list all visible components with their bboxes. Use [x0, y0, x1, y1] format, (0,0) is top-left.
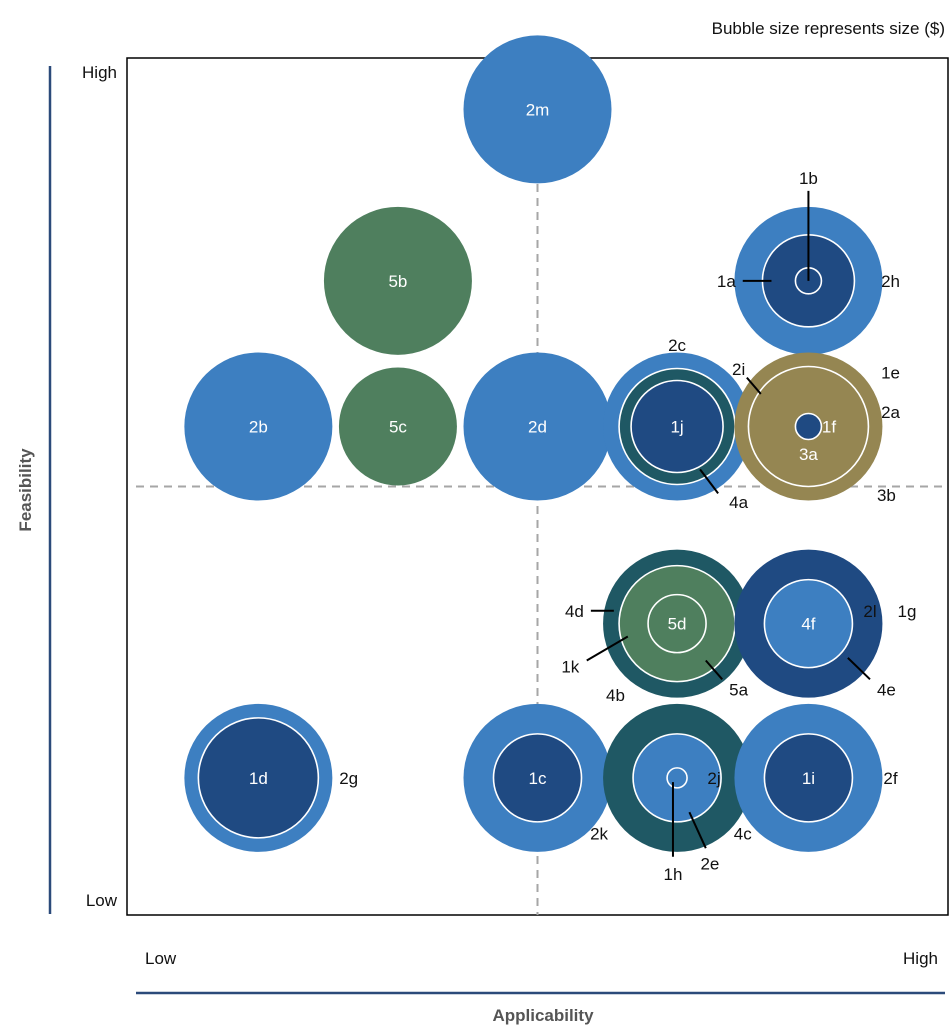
bubble-label: 2b	[249, 418, 268, 437]
annotation-2k: 2k	[590, 825, 608, 844]
bubble-label: 2m	[526, 100, 550, 119]
plot-area: 2m 5b 2b 5c 2d 1j 5d 4f 1d 1c 1i 1b 1a 2h 2c 2i 1e 1f 2a 3a…	[126, 35, 949, 916]
leader-line-9	[688, 811, 707, 849]
bubble-6-ring-2	[630, 379, 724, 474]
annotation-4c: 4c	[734, 825, 752, 844]
annotation-2g: 2g	[339, 769, 358, 788]
bubble-label: 1i	[802, 769, 815, 788]
annotation-1f: 1f	[822, 418, 836, 437]
bubble-label: 5d	[668, 615, 687, 634]
annotation-2i: 2i	[732, 360, 745, 379]
annotation-1g: 1g	[897, 602, 916, 621]
annotation-1h: 1h	[664, 865, 683, 884]
bubble-label: 4f	[801, 615, 815, 634]
annotation-4d: 4d	[565, 602, 584, 621]
leader-line-2	[746, 377, 762, 395]
leader-line-7	[847, 657, 871, 681]
bubble-7-ring-2	[794, 412, 823, 441]
bubble-11-ring-1	[492, 733, 583, 823]
annotation-5a: 5a	[729, 681, 748, 700]
bubble-10-ring-1	[197, 717, 320, 839]
bubble-1-ring-0	[323, 206, 472, 355]
x-high-label: High	[903, 949, 938, 968]
leader-line-3	[699, 468, 719, 494]
bubble-label: 2d	[528, 418, 547, 437]
bubble-12-ring-2	[666, 767, 688, 789]
y-axis-label: Feasibility	[16, 448, 35, 532]
annotation-4b: 4b	[606, 686, 625, 705]
bubble-4-ring-0	[463, 352, 612, 501]
annotation-2a: 2a	[881, 403, 900, 422]
bubble-0-ring-0	[463, 35, 612, 184]
bubble-13-ring-1	[763, 733, 854, 823]
bubble-label: 1d	[249, 769, 268, 788]
y-high-label: High	[82, 63, 117, 82]
annotation-2h: 2h	[881, 272, 900, 291]
annotation-3b: 3b	[877, 486, 896, 505]
bubble-label: 1c	[529, 769, 547, 788]
annotation-2f: 2f	[883, 769, 897, 788]
annotation-2e: 2e	[700, 855, 719, 874]
annotation-4a: 4a	[729, 493, 748, 512]
annotation-2l: 2l	[863, 602, 876, 621]
bubble-3-ring-0	[338, 367, 457, 486]
y-low-label: Low	[86, 891, 118, 910]
annotation-1k: 1k	[561, 657, 579, 676]
bubble-8-ring-2	[647, 593, 707, 654]
annotation-1a: 1a	[717, 272, 736, 291]
leader-line-5	[586, 635, 629, 662]
annotation-3a: 3a	[799, 445, 818, 464]
annotation-4e: 4e	[877, 681, 896, 700]
annotation-2j: 2j	[707, 769, 720, 788]
bubble-size-note: Bubble size represents size ($)	[712, 19, 945, 38]
bubble-label: 1j	[670, 418, 683, 437]
x-low-label: Low	[145, 949, 177, 968]
annotation-1b: 1b	[799, 169, 818, 188]
x-axis-label: Applicability	[492, 1006, 594, 1025]
leader-line-6	[705, 659, 723, 680]
bubble-label: 5b	[388, 272, 407, 291]
bubble-2-ring-0	[184, 352, 333, 501]
annotation-2c: 2c	[668, 336, 686, 355]
annotation-1e: 1e	[881, 364, 900, 383]
bubble-label: 5c	[389, 418, 407, 437]
bubble-9-ring-1	[763, 578, 854, 669]
